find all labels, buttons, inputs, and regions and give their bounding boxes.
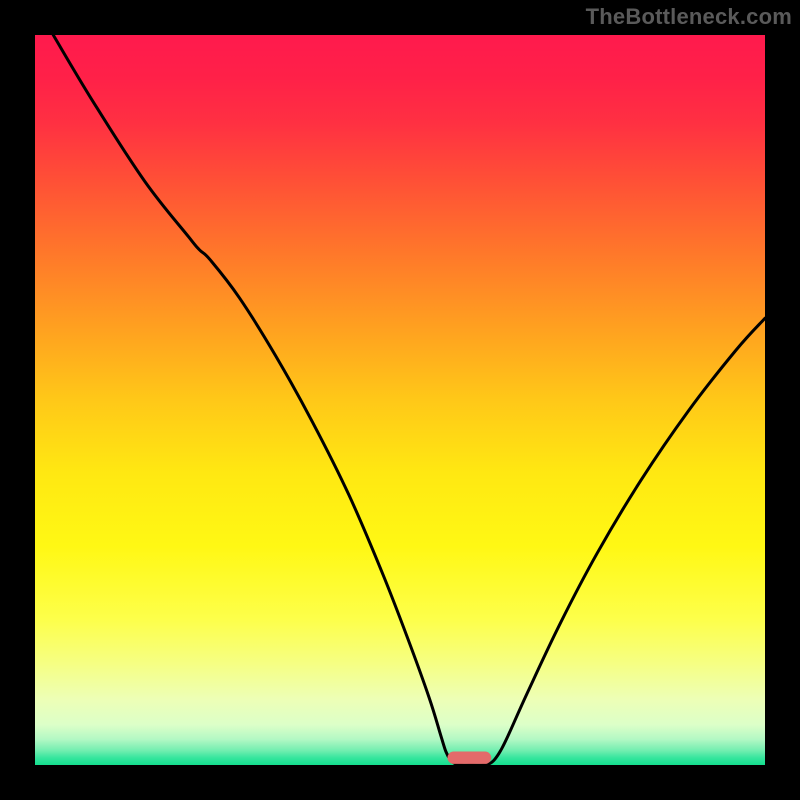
bottleneck-curve-chart bbox=[0, 0, 800, 800]
chart-container: TheBottleneck.com bbox=[0, 0, 800, 800]
plot-background bbox=[35, 35, 765, 765]
watermark-text: TheBottleneck.com bbox=[586, 4, 792, 30]
optimal-zone-marker bbox=[447, 752, 491, 764]
